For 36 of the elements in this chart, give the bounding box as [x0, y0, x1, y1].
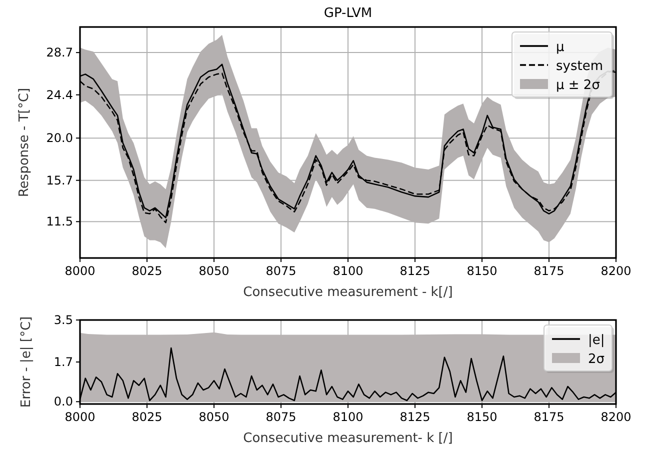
x-tick-label: 8050 [198, 410, 230, 424]
x-tick-label: 8150 [466, 264, 498, 278]
x-tick-label: 8125 [400, 410, 430, 424]
x-tick-label: 8025 [132, 264, 162, 278]
x-tick-label: 8100 [332, 410, 364, 424]
x-tick-label: 8075 [266, 410, 296, 424]
legend-label: system [556, 59, 603, 74]
y-tick-label: 3.5 [54, 313, 73, 327]
y-tick-label: 0.0 [54, 394, 73, 409]
chart-title: GP-LVM [324, 6, 372, 21]
legend-label: 2σ [588, 352, 605, 367]
legend-label: |e| [588, 333, 605, 348]
x-tick-label: 8075 [266, 264, 296, 278]
x-tick-label: 8200 [600, 410, 632, 424]
x-tick-label: 8200 [600, 264, 632, 278]
legend-label: μ [556, 40, 564, 55]
x-tick-label: 8000 [64, 410, 96, 424]
x-tick-label: 8125 [400, 264, 430, 278]
x-tick-label: 8175 [534, 410, 564, 424]
y-tick-label: 24.4 [46, 88, 73, 102]
y-axis-title: Response - T[°C] [17, 88, 32, 198]
y-tick-label: 20.0 [46, 131, 73, 146]
x-tick-label: 8050 [198, 264, 230, 278]
x-axis-title: Consecutive measurement- k [/] [243, 431, 453, 446]
y-tick-label: 15.7 [46, 173, 73, 188]
y-tick-label: 11.5 [46, 214, 73, 229]
x-tick-label: 8100 [332, 264, 364, 278]
x-tick-label: 8025 [132, 410, 162, 424]
x-axis-title: Consecutive measurement - k[/] [243, 285, 453, 300]
y-tick-label: 28.7 [46, 46, 73, 60]
legend-label: μ ± 2σ [556, 78, 600, 93]
x-tick-label: 8175 [534, 264, 564, 278]
x-tick-label: 8000 [64, 264, 96, 278]
y-tick-label: 1.7 [54, 355, 73, 369]
y-axis-title: Error - |e| [°C] [19, 316, 34, 408]
x-tick-label: 8150 [466, 410, 498, 424]
